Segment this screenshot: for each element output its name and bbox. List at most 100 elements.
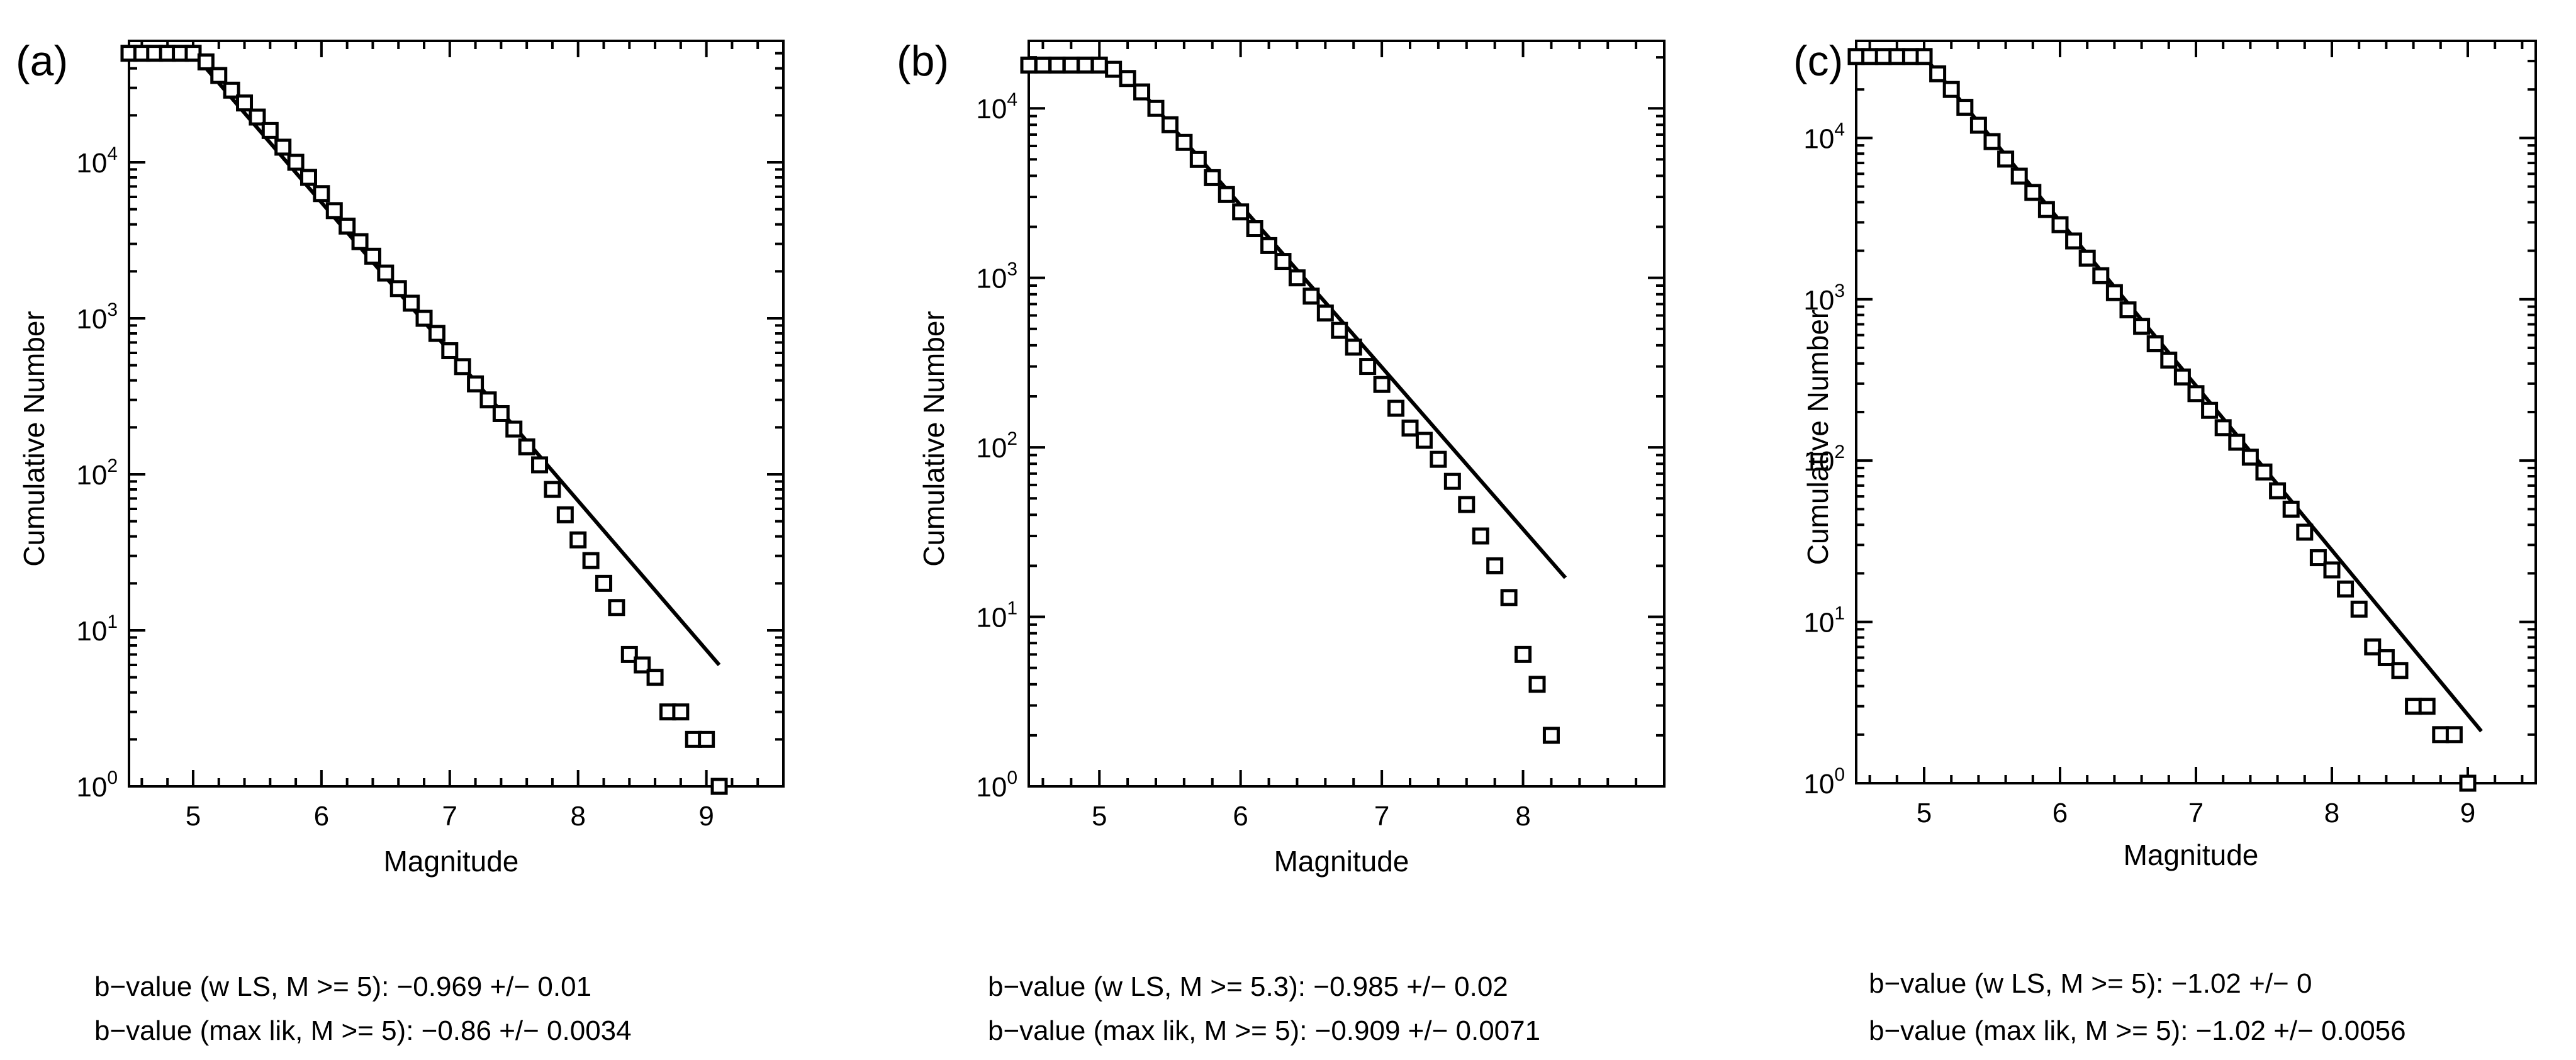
x-tick-label: 8 [1515, 801, 1530, 832]
data-point [1345, 338, 1362, 356]
data-point [415, 310, 433, 327]
data-point [1232, 203, 1250, 221]
panel-c: (c) 5 6 7 8 9 100 101 102 103 104 Magnitude Cumulat… [1793, 37, 2537, 1046]
data-point [1147, 99, 1165, 117]
data-point [1874, 48, 1892, 65]
data-point [672, 703, 690, 721]
data-point [1915, 48, 1933, 65]
x-tick-label: 6 [2052, 798, 2068, 828]
data-point [2309, 549, 2327, 567]
data-point [1942, 81, 1960, 98]
data-point [1983, 133, 2001, 150]
x-tick-label: 5 [186, 801, 201, 832]
data-point [1274, 253, 1292, 271]
panel-b: (b) 5 6 7 8 100 101 102 103 104 Magnitude Cumulati… [897, 37, 1666, 1046]
caption-ml: b−value (max lik, M >= 5): −0.909 +/− 0.… [988, 1015, 1540, 1046]
y-tick-label: 103 [76, 299, 118, 335]
data-point [710, 778, 728, 795]
data-point [1246, 220, 1263, 238]
y-tick-label: 100 [976, 767, 1017, 803]
data-point [1161, 116, 1179, 133]
data-point [2065, 232, 2083, 250]
plot-frame [128, 40, 785, 788]
data-point [2405, 698, 2422, 715]
x-tick-label: 7 [1374, 801, 1389, 832]
data-point [608, 599, 625, 616]
data-point [1486, 557, 1504, 574]
data-point [2296, 523, 2314, 541]
data-point [454, 358, 471, 376]
panel-label: (a) [16, 37, 68, 85]
y-tick-label: 103 [1803, 281, 1845, 316]
x-tick-label: 7 [442, 801, 457, 832]
y-tick-label: 102 [976, 428, 1017, 464]
data-point [364, 247, 381, 265]
data-point [389, 280, 407, 298]
y-tick-label: 103 [976, 259, 1017, 294]
data-point [1458, 496, 1476, 513]
data-point [1500, 589, 1518, 606]
data-point [1062, 56, 1080, 74]
data-point [1048, 56, 1066, 74]
data-point [210, 67, 228, 84]
data-point [2418, 698, 2436, 715]
data-point [2337, 580, 2355, 598]
data-point [2160, 351, 2178, 369]
data-point [261, 121, 279, 139]
data-point [2092, 267, 2110, 284]
data-point [2214, 419, 2232, 437]
x-tick-label: 8 [2324, 798, 2339, 828]
data-point [1218, 186, 1235, 203]
data-point [1260, 237, 1278, 254]
data-point [1861, 48, 1879, 65]
data-point [2323, 561, 2341, 579]
x-tick-label: 9 [2460, 798, 2475, 828]
data-point [1105, 60, 1123, 78]
data-point [197, 53, 215, 70]
data-point [2391, 662, 2409, 679]
data-point [2228, 433, 2246, 451]
data-point [1359, 358, 1377, 376]
caption-ls: b−value (w LS, M >= 5): −1.02 +/− 0 [1869, 968, 2312, 999]
data-point [2010, 167, 2028, 185]
panel-label: (c) [1793, 37, 1843, 85]
y-axis-label: Cumulative Number [917, 311, 950, 566]
data-point [582, 552, 600, 569]
x-tick-label: 6 [314, 801, 329, 832]
x-tick-label: 6 [1233, 801, 1248, 832]
data-point [441, 342, 459, 359]
data-point [300, 169, 317, 186]
data-point [1204, 169, 1221, 186]
data-point [518, 438, 535, 455]
data-point [569, 531, 587, 549]
data-point [377, 264, 395, 282]
y-tick-label: 101 [76, 611, 118, 647]
data-point [492, 404, 510, 422]
y-tick-label: 104 [1803, 119, 1845, 154]
data-point [1090, 56, 1108, 74]
data-point [1956, 99, 1974, 116]
data-point [2201, 401, 2219, 419]
data-point [1901, 48, 1919, 65]
data-point [184, 45, 202, 62]
data-point [2051, 216, 2069, 233]
data-point [1542, 727, 1560, 744]
data-point [313, 185, 330, 203]
data-point [2459, 774, 2477, 792]
x-tick-label: 7 [2188, 798, 2204, 828]
data-point [428, 325, 445, 342]
data-point [1528, 676, 1546, 693]
data-point [1133, 83, 1151, 101]
data-point [1175, 133, 1193, 151]
data-point [544, 481, 561, 498]
data-point [646, 669, 664, 686]
data-point [467, 375, 484, 393]
data-point [1415, 432, 1433, 449]
data-point [698, 730, 715, 748]
panel-label: (b) [897, 37, 949, 85]
data-point [2445, 726, 2463, 744]
data-point [556, 506, 574, 523]
data-point [249, 108, 266, 126]
data-point [2105, 284, 2123, 301]
data-point [1288, 269, 1306, 287]
